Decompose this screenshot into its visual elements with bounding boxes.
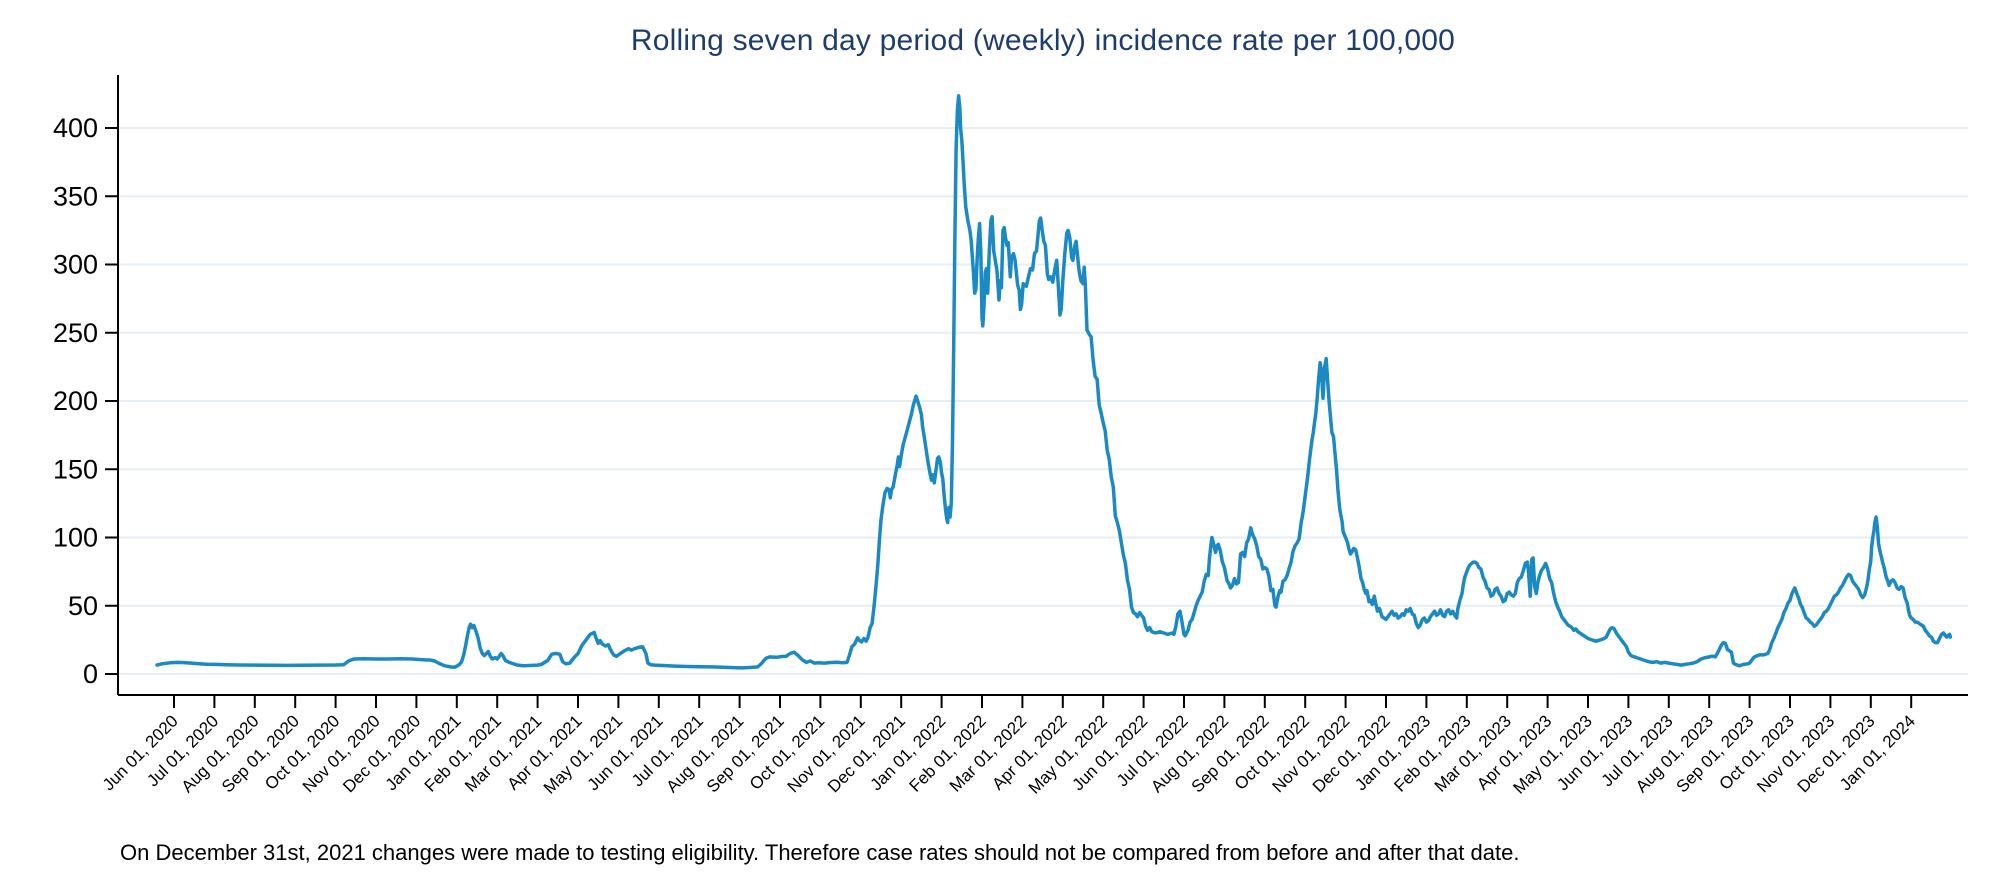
y-axis-label: 50: [68, 591, 98, 621]
incidence-rate-line: [155, 94, 1953, 670]
y-axis-label: 0: [83, 659, 98, 689]
y-axis-label: 200: [53, 386, 98, 416]
y-axis-label: 100: [53, 523, 98, 553]
y-axis-label: 350: [53, 181, 98, 211]
y-axis-label: 150: [53, 454, 98, 484]
y-axis-label: 400: [53, 113, 98, 143]
chart-footnote: On December 31st, 2021 changes were made…: [120, 840, 1520, 865]
chart-title: Rolling seven day period (weekly) incide…: [630, 24, 1456, 57]
y-axis-label: 300: [53, 250, 98, 280]
y-axis-label: 250: [53, 318, 98, 348]
